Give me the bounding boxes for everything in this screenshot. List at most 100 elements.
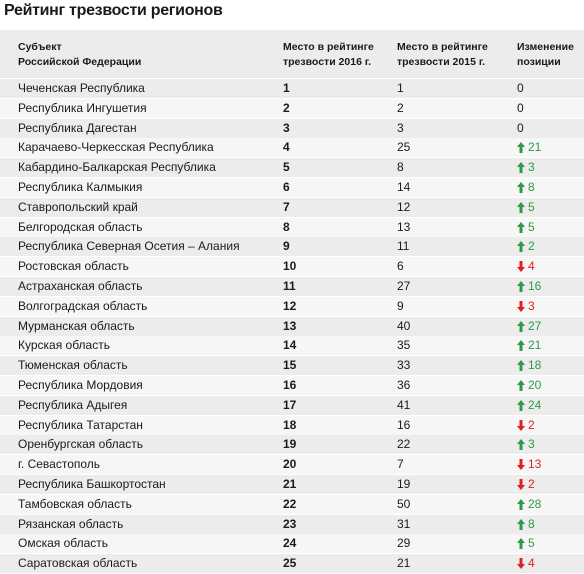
table-row: Республика Татарстан 18 16 2 [0,415,584,436]
trend-arrow [517,518,525,530]
table-row: Республика Калмыкия 6 14 8 [0,178,584,198]
change: 8 [528,180,535,194]
rank-2016: 8 [283,219,290,234]
rank-2016: 13 [283,318,297,333]
table-row: Астраханская область 11 27 16 [0,277,584,297]
rank-2016: 12 [283,298,297,313]
rank-2015: 9 [397,298,404,313]
rank-2015: 3 [397,120,404,135]
rank-2016: 1 [283,81,290,95]
rank-2015: 12 [397,199,411,214]
rank-2015: 16 [397,417,411,432]
arrow-shape [517,142,525,154]
table-row: Белгородская область 8 13 5 [0,217,584,238]
rank-2015: 21 [397,556,411,571]
change-cell: 0 [517,99,524,118]
change: 0 [517,100,524,115]
rank-2015: 40 [397,318,411,333]
change-cell: 3 [517,435,535,454]
rank-2015: 29 [397,536,411,551]
trend-arrow [517,162,525,174]
table-row: Республика Северная Осетия – Алания 9 11 2 [0,237,584,258]
trend-arrow [517,201,525,213]
arrow-shape [517,320,525,332]
region: Астраханская область [18,279,143,293]
rank-2015: 1 [397,81,404,95]
table-row: Ставропольский край 7 12 5 [0,197,584,218]
rank-2016: 11 [283,279,296,293]
arrow-shape [517,498,525,510]
arrow-shape [517,241,525,253]
region: Омская область [18,536,109,551]
rank-2015: 7 [397,457,404,472]
region: Белгородская область [18,219,143,234]
trend-arrow [517,182,525,193]
region: Волгоградская область [18,298,148,313]
rank-2015: 13 [397,219,411,234]
table-row: Волгоградская область 12 9 3 [0,296,584,317]
header-cell: Место в рейтинге трезвости 2015 г. [397,40,488,70]
trend-arrow [517,439,525,451]
rank-2016: 3 [283,120,290,135]
arrow-shape [517,281,525,292]
change-cell: 13 [517,455,541,474]
trend-arrow [517,558,525,570]
arrow-shape [517,479,525,490]
trend-arrow [517,399,525,411]
rank-2016: 18 [283,417,297,432]
change-cell: 18 [517,356,541,375]
change: 27 [528,318,542,333]
title: Рейтинг трезвости регионов [4,2,223,19]
table-header: Субъект Российской Федерации Место в рейти… [0,30,584,78]
change-cell: 27 [517,317,541,336]
region: Курская область [18,338,110,353]
rank-2015: 27 [397,279,411,293]
table-row: г. Севастополь 20 7 13 [0,455,584,476]
region: Республика Татарстан [18,417,143,432]
rank-2016: 4 [283,140,290,155]
header-line: трезвости 2016 г. [283,56,372,68]
arrow-shape [517,439,525,451]
arrow-shape [517,182,525,193]
change: 3 [528,437,535,452]
region: Республика Мордовия [18,378,143,392]
rank-2016: 22 [283,496,297,511]
rank-2015: 14 [397,180,411,194]
change: 2 [528,477,535,491]
change: 16 [528,279,542,293]
arrow-shape [517,459,525,471]
rank-2015: 36 [397,378,411,392]
rank-2016: 9 [283,239,290,254]
change: 21 [528,338,542,353]
header-cell: Изменение позиции [517,40,574,70]
trend-arrow [517,142,525,154]
change-cell: 3 [517,297,535,316]
arrow-shape [517,380,525,391]
change: 18 [528,358,542,373]
rank-2016: 24 [283,536,297,551]
trend-arrow [517,498,525,510]
arrow-shape [517,201,525,213]
change-cell: 2 [517,416,535,435]
change: 4 [528,259,535,274]
change: 13 [528,457,542,472]
rank-2016: 21 [283,477,297,491]
region: Тамбовская область [18,496,132,511]
header-cell: Субъект Российской Федерации [18,40,141,70]
change-cell: 5 [517,198,535,217]
change-cell: 16 [517,277,541,296]
trend-arrow [517,241,525,253]
trend-arrow [517,261,525,273]
change: 20 [528,378,542,392]
trend-arrow [517,459,525,471]
rank-2015: 25 [397,140,411,155]
change: 2 [528,239,535,254]
arrow-shape [517,538,525,550]
table-row: Чеченская Республика 1 1 0 [0,79,584,99]
table-row: Омская область 24 29 5 [0,534,584,555]
trend-arrow [517,360,525,372]
region: Республика Ингушетия [18,100,147,115]
region: г. Севастополь [18,457,101,472]
rank-2015: 6 [397,259,404,274]
change-cell: 2 [517,237,535,256]
